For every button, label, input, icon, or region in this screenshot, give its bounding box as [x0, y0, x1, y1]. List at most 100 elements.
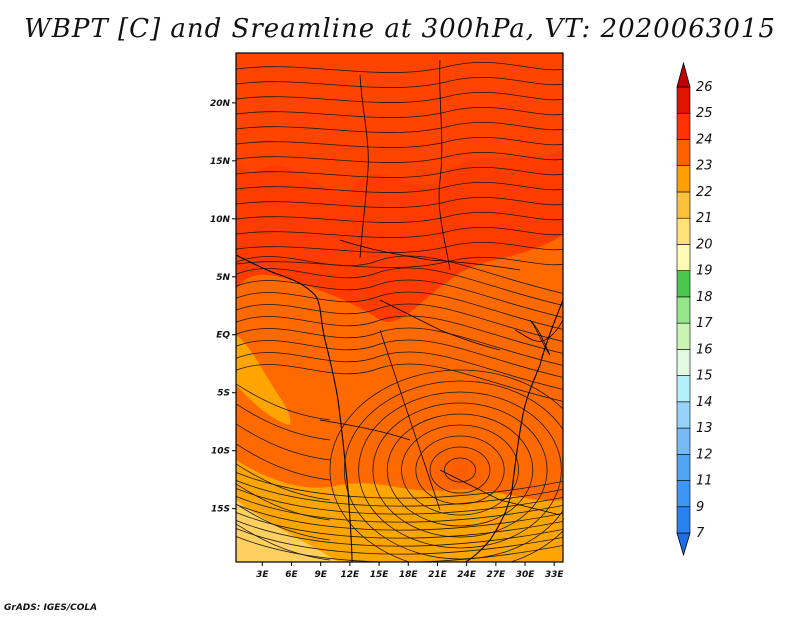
streamline — [236, 255, 563, 294]
field-low-west — [236, 335, 291, 425]
lon-tick-label: 24E — [457, 570, 477, 580]
colorbar-max-arrow — [676, 61, 691, 88]
streamline — [236, 136, 563, 148]
colorbar-label: 25 — [696, 106, 713, 121]
longitude-axis: 3E 6E 9E 12E 15E 18E 21E 24E 27E 30E 33E — [256, 562, 564, 580]
lon-tick-label: 18E — [399, 570, 419, 580]
streamline — [236, 403, 331, 441]
colorbar-label: 21 — [696, 211, 713, 226]
colorbar-label: 26 — [696, 80, 713, 95]
streamline — [236, 166, 563, 178]
streamline — [236, 303, 563, 342]
streamline — [236, 151, 563, 163]
colorbar-label: 12 — [696, 447, 713, 462]
colorbar-swatch — [676, 217, 691, 245]
colorbar-swatch — [676, 165, 691, 193]
streamline — [236, 61, 563, 73]
colorbar-label: 11 — [696, 474, 713, 489]
lon-tick-label: 3E — [256, 570, 269, 580]
streamline — [236, 495, 563, 523]
lon-tick-label: 15E — [370, 570, 390, 580]
colorbar-label: 9 — [696, 500, 704, 515]
streamline — [236, 196, 563, 208]
colorbar-swatch — [676, 427, 691, 455]
colorbar-label: 20 — [696, 237, 713, 252]
streamline — [236, 479, 563, 507]
streamline — [236, 181, 563, 193]
colorbar: 7 9 11 12 13 14 15 16 17 18 19 20 21 22 23 24 25 26 — [676, 61, 713, 557]
streamline — [236, 487, 563, 515]
colorbar-swatch — [676, 349, 691, 376]
map-plot-area — [236, 53, 563, 562]
streamline — [444, 457, 477, 483]
streamline — [236, 106, 563, 118]
colorbar-swatch — [676, 191, 691, 219]
streamline — [236, 339, 563, 378]
colorbar-label: 18 — [696, 290, 713, 305]
streamline — [236, 523, 331, 561]
latitude-axis: 20N 15N 10N 5N EQ 5S 10S 15S — [210, 99, 236, 515]
colorbar-label: 19 — [696, 264, 713, 279]
map-frame — [235, 52, 564, 563]
lat-tick-label: 15N — [210, 157, 231, 167]
streamline — [236, 211, 563, 223]
streamline — [236, 91, 563, 103]
colorbar-swatch — [676, 401, 691, 429]
colorbar-label: 17 — [696, 316, 713, 331]
streamline — [236, 315, 563, 354]
streamlines — [236, 61, 563, 562]
lon-tick-label: 30E — [516, 570, 536, 580]
credit-text: GrADS: IGES/COLA — [4, 603, 98, 613]
colorbar-swatch — [676, 375, 691, 403]
streamline — [236, 121, 563, 133]
colorbar-label: 15 — [696, 369, 713, 384]
streamline — [236, 503, 563, 531]
colorbar-label: 13 — [696, 421, 713, 436]
colorbar-label: 7 — [696, 526, 705, 541]
colorbar-swatch — [676, 506, 691, 534]
field-northern-band — [236, 53, 563, 192]
colorbar-swatch — [676, 270, 691, 298]
colorbar-swatch — [676, 453, 691, 481]
colorbar-swatch — [676, 244, 691, 271]
vortex-center — [405, 430, 515, 510]
colorbar-label: 24 — [696, 132, 713, 147]
colorbar-label: 16 — [696, 342, 713, 357]
colorbar-min-arrow — [676, 532, 691, 557]
lon-tick-label: 6E — [285, 570, 298, 580]
lat-tick-label: 20N — [210, 99, 231, 109]
colorbar-swatch — [676, 480, 691, 508]
streamline — [236, 511, 563, 539]
lon-tick-label: 9E — [314, 570, 327, 580]
lon-tick-label: 27E — [487, 570, 507, 580]
colorbar-label: 22 — [696, 185, 713, 200]
streamline — [358, 391, 562, 549]
coastline — [236, 59, 563, 562]
map-title: WBPT [C] and Sreamline at 300hPa, VT: 20… — [24, 14, 776, 44]
streamline — [236, 351, 563, 390]
streamline — [236, 226, 563, 238]
streamline — [236, 291, 563, 330]
streamline — [329, 369, 563, 562]
lat-tick-label: 5S — [217, 389, 230, 399]
streamline — [236, 443, 331, 481]
lon-tick-label: 21E — [428, 570, 448, 580]
colorbar-swatch — [676, 86, 691, 114]
colorbar-label: 23 — [696, 159, 713, 174]
lat-tick-label: 10S — [211, 447, 230, 457]
streamline — [401, 424, 519, 516]
lon-tick-label: 33E — [545, 570, 565, 580]
streamline — [236, 327, 563, 366]
lon-tick-label: 12E — [341, 570, 361, 580]
colorbar-swatch — [676, 112, 691, 140]
streamline — [386, 413, 534, 527]
streamline — [236, 527, 563, 555]
colorbar-label: 14 — [696, 395, 713, 410]
streamline — [236, 383, 331, 421]
streamline — [236, 483, 331, 521]
lat-tick-label: EQ — [216, 331, 230, 341]
streamline — [236, 241, 563, 253]
streamline — [236, 519, 563, 547]
lat-tick-label: 5N — [216, 273, 230, 283]
